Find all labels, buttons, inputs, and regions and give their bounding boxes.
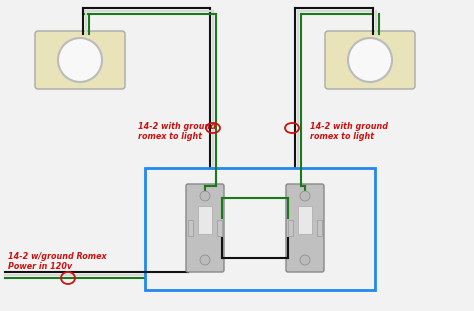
Bar <box>217 220 222 236</box>
Circle shape <box>200 255 210 265</box>
Bar <box>298 206 312 234</box>
Circle shape <box>348 38 392 82</box>
Text: 14-2 w/ground Romex
Power in 120v: 14-2 w/ground Romex Power in 120v <box>8 252 107 272</box>
Circle shape <box>58 38 102 82</box>
FancyBboxPatch shape <box>286 184 324 272</box>
FancyBboxPatch shape <box>325 31 415 89</box>
Circle shape <box>300 255 310 265</box>
Bar <box>145 168 375 290</box>
Bar <box>288 220 293 236</box>
Bar <box>188 220 193 236</box>
Circle shape <box>200 191 210 201</box>
FancyBboxPatch shape <box>35 31 125 89</box>
Bar <box>198 206 212 234</box>
Circle shape <box>300 191 310 201</box>
Text: 14-2 with ground
romex to light: 14-2 with ground romex to light <box>310 122 388 142</box>
Text: 14-2 with ground
romex to light: 14-2 with ground romex to light <box>138 122 216 142</box>
Bar <box>317 220 322 236</box>
FancyBboxPatch shape <box>186 184 224 272</box>
